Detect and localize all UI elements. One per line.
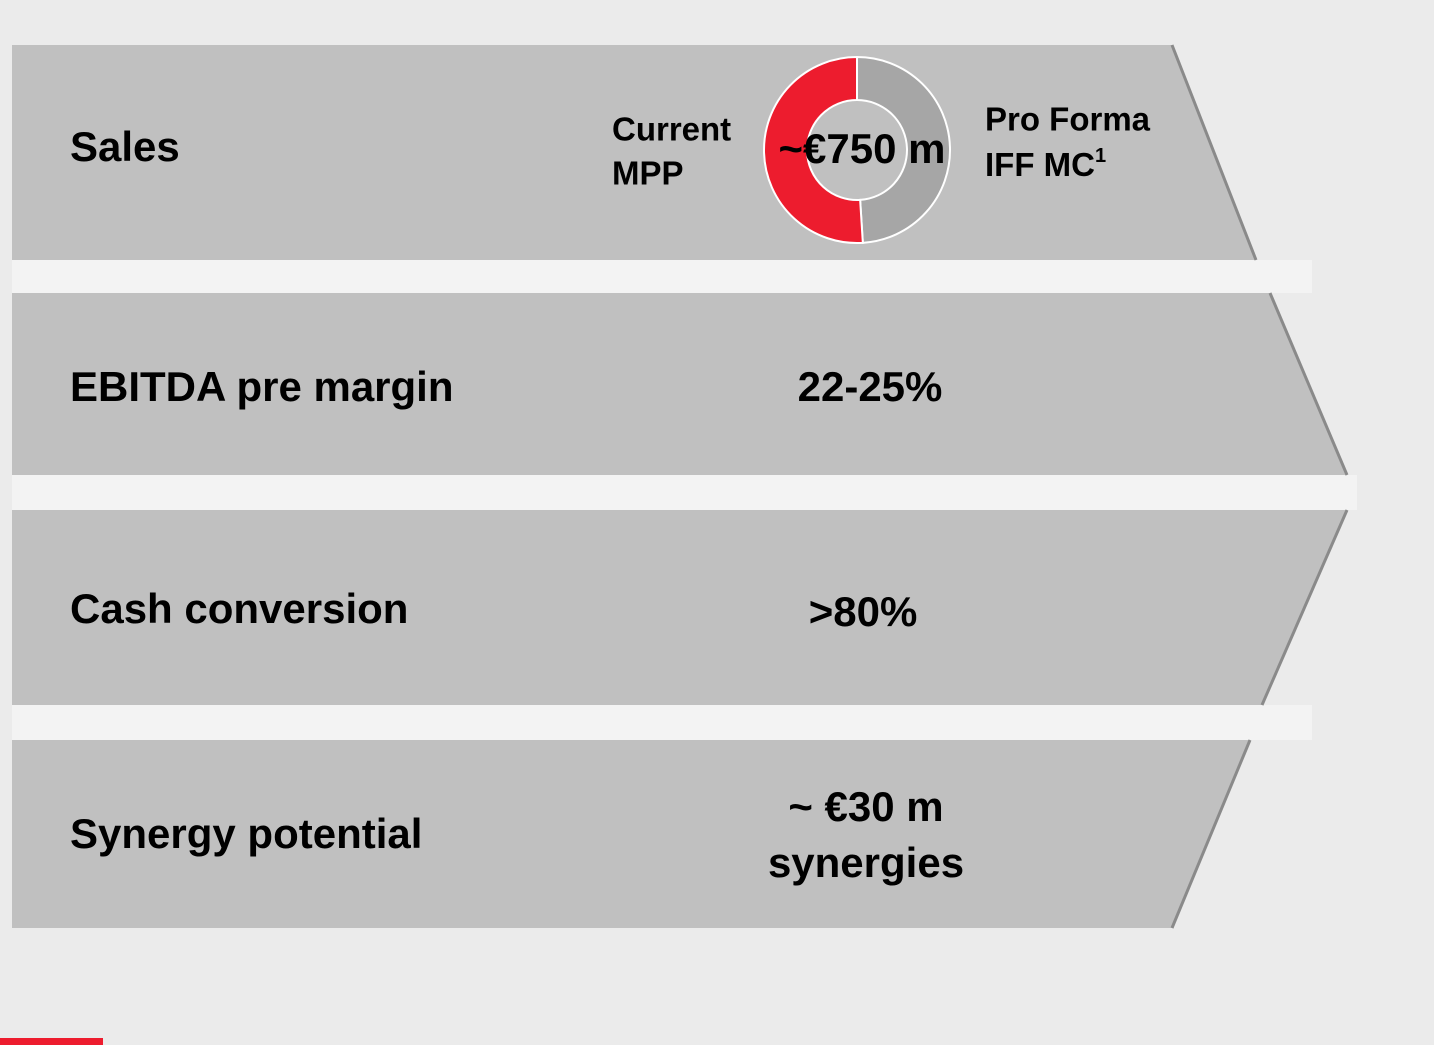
- row-value: >80%: [809, 588, 918, 635]
- row-value: synergies: [768, 839, 964, 886]
- legend-label: Current: [612, 111, 731, 148]
- row-label: Sales: [70, 123, 180, 170]
- donut-segment: [763, 55, 864, 244]
- row-value: ~ €30 m: [788, 783, 943, 830]
- chevron-edge: [1268, 292, 1349, 476]
- legend-label: Pro Forma: [985, 101, 1151, 138]
- accent-bar: [0, 1038, 103, 1045]
- row-band: [12, 45, 1256, 260]
- separator: [12, 260, 1312, 293]
- chevron-edge: [1170, 44, 1258, 261]
- legend-label-text: IFF MC: [985, 146, 1095, 183]
- separator: [12, 475, 1357, 510]
- row-label: EBITDA pre margin: [70, 363, 454, 410]
- row-label: Synergy potential: [70, 810, 422, 857]
- chevron-edge: [1170, 739, 1252, 929]
- row-band: [12, 510, 1347, 705]
- row-label: Cash conversion: [70, 585, 408, 632]
- legend-label: MPP: [612, 155, 684, 192]
- row-band: [12, 740, 1250, 928]
- row-value: 22-25%: [798, 363, 943, 410]
- donut-segment: [856, 55, 951, 244]
- separator: [12, 705, 1312, 740]
- row-value: ~€750 m: [779, 125, 946, 172]
- donut: [763, 55, 951, 244]
- row-band: [12, 293, 1347, 475]
- chevron-edge: [1260, 509, 1349, 706]
- legend-label: IFF MC1: [985, 145, 1106, 182]
- footnote-mark: 1: [1095, 145, 1106, 167]
